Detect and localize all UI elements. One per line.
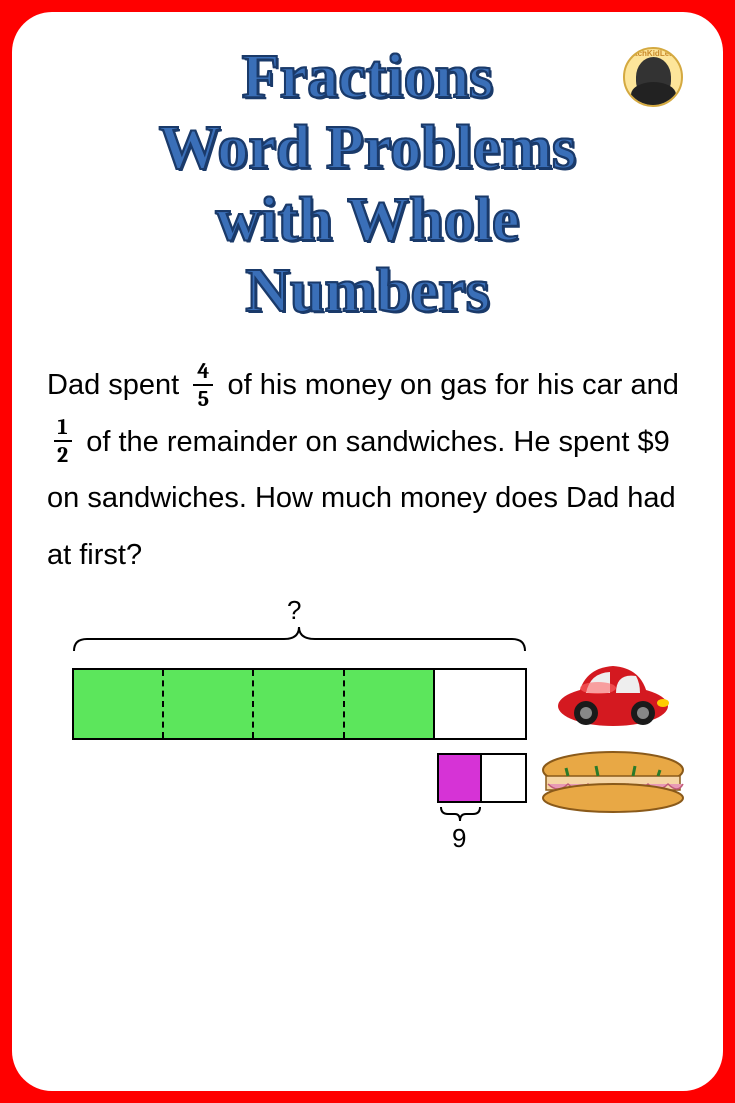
title-line-2: Word Problems <box>159 114 576 182</box>
sandwich-icon <box>538 748 688 813</box>
fraction-1-denominator: 5 <box>194 386 213 410</box>
car-icon <box>548 648 678 728</box>
fraction-2-denominator: 2 <box>53 442 72 466</box>
bar-segment <box>345 670 435 738</box>
unknown-label: ? <box>287 595 301 626</box>
problem-text-2: of his money on gas for his car and <box>228 369 679 401</box>
problem-text-1: Dad spent <box>47 369 179 401</box>
title-line-3: with Whole <box>216 186 520 254</box>
fraction-1-numerator: 4 <box>193 360 213 386</box>
logo-avatar <box>636 57 671 97</box>
bar-segment <box>74 670 164 738</box>
fraction-2: 1 2 <box>53 416 72 466</box>
bar-segment <box>435 670 525 738</box>
problem-text-3: of the remainder on sandwiches. He spent… <box>47 426 676 571</box>
fraction-1: 4 5 <box>193 360 213 410</box>
bar-segment <box>254 670 344 738</box>
sub-bar-model <box>437 753 527 803</box>
sub-bar-segment <box>482 755 525 801</box>
bar-model-diagram: ? 9 <box>47 613 688 883</box>
brand-logo: TeachKidLearn <box>623 47 683 107</box>
main-bar-model <box>72 668 527 740</box>
worksheet-page: TeachKidLearn Fractions Word Problems wi… <box>12 12 723 1091</box>
value-label: 9 <box>452 823 466 854</box>
word-problem: Dad spent 4 5 of his money on gas for hi… <box>47 357 688 583</box>
bar-segment <box>164 670 254 738</box>
fraction-2-numerator: 1 <box>54 416 72 442</box>
worksheet-title: Fractions Word Problems with Whole Numbe… <box>47 42 688 327</box>
sub-bar-segment <box>439 755 482 801</box>
title-line-4: Numbers <box>245 257 490 325</box>
bottom-brace <box>439 805 482 823</box>
title-line-1: Fractions <box>242 43 493 111</box>
top-brace <box>72 623 527 653</box>
